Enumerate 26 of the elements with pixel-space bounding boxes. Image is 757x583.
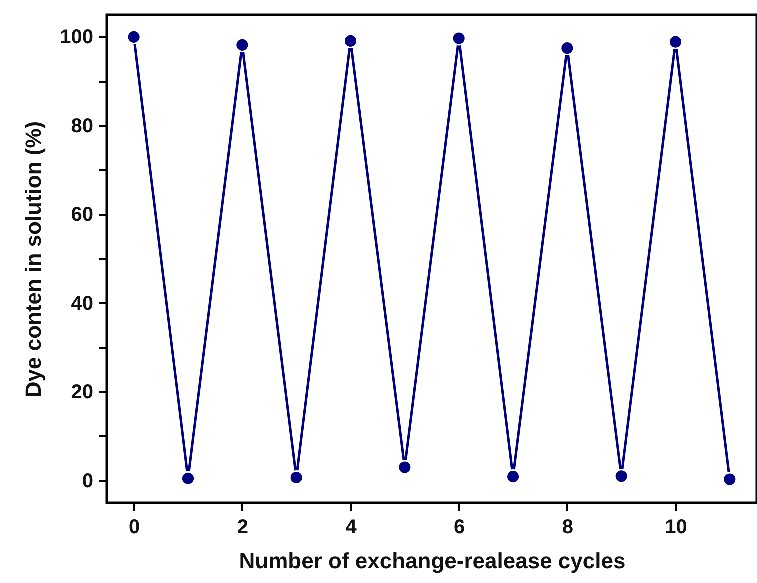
point — [614, 469, 629, 484]
x-tick-label: 6 — [454, 516, 466, 538]
point — [289, 470, 304, 485]
y-tick-label: 80 — [71, 115, 94, 138]
point — [126, 30, 142, 44]
y-tick-label: 100 — [60, 26, 94, 49]
point — [506, 470, 521, 484]
y-tick-label: 40 — [71, 292, 94, 315]
y-axis-title: Dye conten in solution (%) — [21, 121, 46, 398]
x-tick-label: 8 — [562, 516, 574, 538]
point — [343, 34, 358, 48]
point — [668, 34, 684, 50]
y-tick-label: 60 — [71, 204, 94, 226]
y-tick-label: 0 — [82, 470, 94, 492]
x-axis-title: Number of exchange-realease cycles — [239, 548, 626, 574]
x-tick-label: 2 — [237, 516, 248, 538]
x-tick-label: 4 — [346, 516, 358, 538]
point — [452, 31, 466, 46]
point — [180, 471, 196, 486]
point — [722, 472, 738, 487]
point — [235, 38, 250, 52]
y-tick-label: 20 — [71, 382, 94, 404]
x-tick-label: 0 — [129, 516, 140, 538]
x-tick-label: 10 — [665, 516, 688, 538]
point — [398, 460, 412, 475]
point — [560, 41, 575, 56]
